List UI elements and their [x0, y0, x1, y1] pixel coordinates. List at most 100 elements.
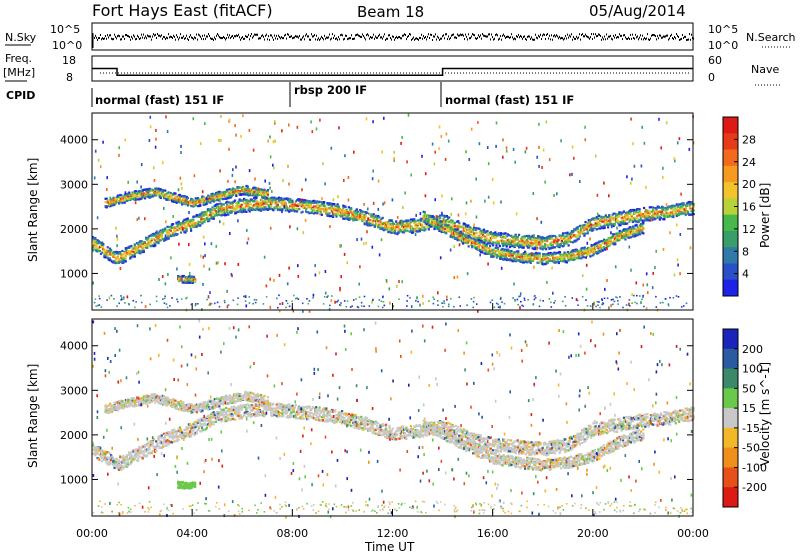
- nsky-point: [163, 35, 164, 38]
- nsky-point: [192, 37, 193, 40]
- data-cell: [448, 216, 451, 219]
- data-cell: [92, 236, 95, 239]
- data-cell: [412, 231, 415, 234]
- data-cell: [253, 200, 256, 203]
- data-cell: [110, 202, 113, 205]
- data-cell: [581, 251, 584, 254]
- nsky-point: [97, 38, 98, 41]
- data-cell: [494, 233, 497, 237]
- data-cell: [430, 218, 433, 221]
- data-cell: [444, 222, 447, 225]
- data-cell: [592, 227, 595, 230]
- data-cell: [266, 207, 269, 210]
- data-cell: [324, 209, 327, 212]
- data-cell: [676, 209, 679, 213]
- data-cell: [357, 218, 361, 221]
- data-cell: [148, 242, 151, 246]
- data-cell: [121, 249, 124, 253]
- data-cell: [123, 251, 126, 254]
- nsky-point: [526, 38, 527, 41]
- data-cell: [399, 230, 402, 233]
- data-cell: [332, 208, 335, 211]
- data-cell: [256, 201, 259, 204]
- data-cell: [441, 227, 444, 230]
- data-cell: [614, 220, 618, 223]
- data-cell: [370, 213, 373, 217]
- data-cell: [623, 228, 626, 231]
- data-cell: [555, 241, 558, 245]
- data-cell: [350, 211, 353, 214]
- nsky-point: [565, 34, 566, 37]
- data-cell: [126, 249, 130, 252]
- data-cell: [193, 215, 196, 218]
- data-cell: [128, 191, 131, 194]
- data-cell: [497, 241, 500, 244]
- data-cell: [175, 198, 178, 201]
- nsky-point: [323, 38, 324, 41]
- data-cell: [569, 252, 572, 255]
- data-cell: [289, 201, 292, 204]
- nsky-point: [556, 34, 557, 37]
- nsky-point: [155, 33, 156, 36]
- nsky-point: [96, 36, 97, 39]
- data-cell: [605, 221, 609, 224]
- data-cell: [511, 245, 514, 248]
- data-cell: [618, 237, 621, 240]
- data-cell: [441, 214, 444, 217]
- data-cell: [582, 232, 585, 235]
- nsky-point: [350, 37, 351, 40]
- data-cell: [169, 192, 173, 195]
- data-cell: [495, 256, 498, 259]
- data-cell: [459, 238, 462, 241]
- data-cell: [106, 246, 109, 249]
- data-cell: [514, 234, 517, 238]
- data-cell: [442, 217, 445, 220]
- data-cell: [617, 216, 620, 219]
- data-cell: [612, 224, 615, 228]
- data-cell: [445, 218, 448, 222]
- data-cell: [221, 191, 224, 194]
- data-cell: [464, 238, 467, 241]
- data-cell: [145, 192, 148, 196]
- data-cell: [683, 210, 686, 213]
- data-cell: [235, 212, 238, 215]
- data-cell: [407, 222, 410, 225]
- data-cell: [316, 200, 319, 203]
- data-cell: [183, 222, 186, 225]
- nsky-point: [407, 35, 408, 38]
- data-cell: [519, 241, 522, 244]
- cpid-segment-1: normal (fast) 151 IF: [95, 93, 224, 107]
- data-cell: [197, 214, 201, 217]
- data-cell: [518, 253, 521, 256]
- data-cell: [212, 215, 215, 219]
- data-cell: [516, 244, 519, 247]
- data-cell: [634, 219, 637, 222]
- data-cell: [154, 239, 157, 242]
- nsky-point: [626, 37, 627, 40]
- nsky-point: [364, 36, 365, 39]
- data-cell: [236, 210, 239, 213]
- data-cell: [196, 197, 200, 200]
- data-cell: [619, 211, 622, 214]
- data-cell: [603, 224, 606, 227]
- nsky-point: [485, 35, 486, 38]
- data-cell: [581, 253, 584, 256]
- data-cell: [268, 200, 272, 203]
- data-cell: [492, 248, 495, 251]
- nsky-point: [341, 33, 342, 36]
- data-cell: [612, 216, 615, 219]
- data-cell: [414, 220, 417, 223]
- data-cell: [122, 253, 125, 256]
- nsky-point: [175, 38, 176, 41]
- nsky-point: [620, 34, 621, 37]
- data-cell: [258, 206, 261, 209]
- data-cell: [499, 255, 502, 259]
- data-cell: [370, 222, 373, 225]
- nsky-point: [589, 37, 590, 40]
- data-cell: [430, 223, 433, 226]
- data-cell: [629, 236, 633, 239]
- data-cell: [297, 205, 300, 208]
- data-cell: [111, 250, 114, 254]
- nsky-point: [412, 37, 413, 40]
- data-cell: [542, 247, 545, 250]
